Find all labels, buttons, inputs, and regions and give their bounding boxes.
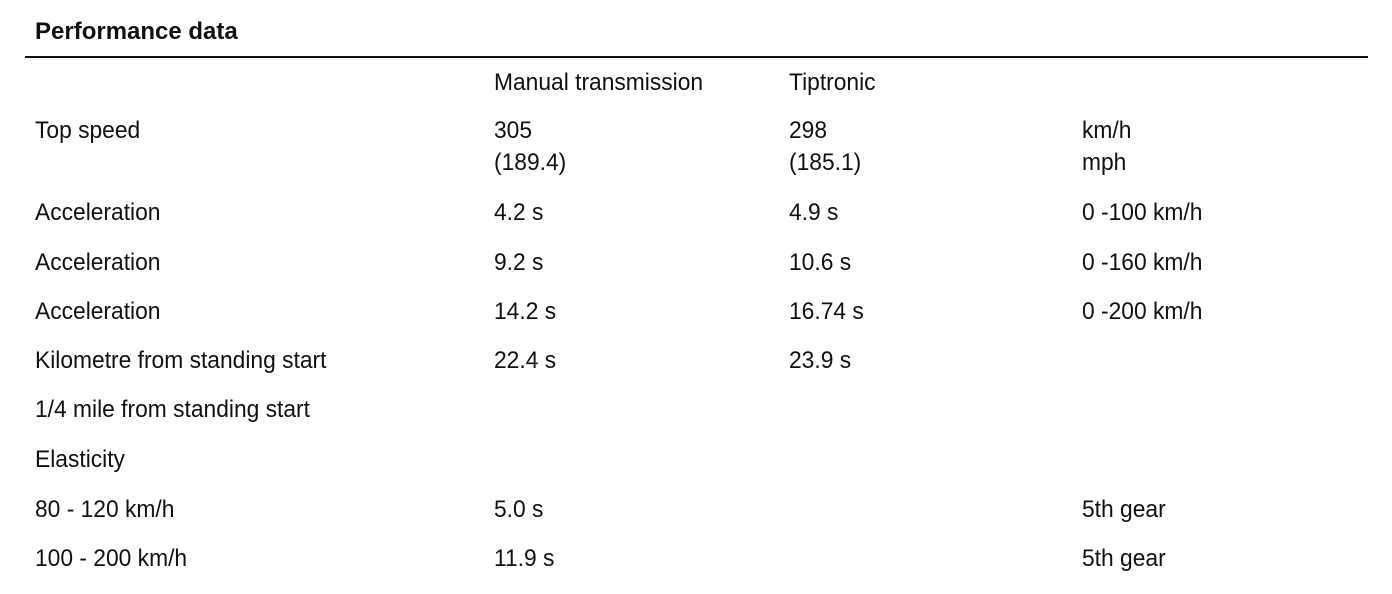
cell: 5th gear xyxy=(1082,496,1166,523)
cell: (189.4) xyxy=(494,149,567,176)
row-label: 100 - 200 km/h xyxy=(35,545,188,572)
row-label: 1/4 mile from standing start xyxy=(35,396,310,423)
cell: 0 -160 km/h xyxy=(1082,249,1203,276)
cell: 10.6 s xyxy=(789,249,852,276)
row-label: Acceleration xyxy=(35,249,161,276)
cell: 0 -100 km/h xyxy=(1082,199,1203,226)
cell: 11.9 s xyxy=(494,545,555,572)
rule xyxy=(25,56,1368,58)
row-label: Top speed xyxy=(35,117,141,144)
row-label: Acceleration xyxy=(35,298,161,325)
cell: km/h xyxy=(1082,117,1132,144)
cell: 305 xyxy=(494,117,533,144)
cell: 5th gear xyxy=(1082,545,1166,572)
cell: 0 -200 km/h xyxy=(1082,298,1203,325)
cell: (185.1) xyxy=(789,149,862,176)
column-header: Manual transmission xyxy=(494,69,704,96)
cell: 298 xyxy=(789,117,828,144)
cell: 4.2 s xyxy=(494,199,544,226)
row-label: 80 - 120 km/h xyxy=(35,496,175,523)
cell: 4.9 s xyxy=(789,199,839,226)
row-label: Elasticity xyxy=(35,446,125,473)
title: Performance data xyxy=(35,18,238,45)
cell: 9.2 s xyxy=(494,249,544,276)
row-label: Acceleration xyxy=(35,199,161,226)
cell: 5.0 s xyxy=(494,496,544,523)
cell: 23.9 s xyxy=(789,347,852,374)
cell: mph xyxy=(1082,149,1127,176)
cell: 14.2 s xyxy=(494,298,557,325)
cell: 22.4 s xyxy=(494,347,557,374)
cell: 16.74 s xyxy=(789,298,864,325)
column-header: Tiptronic xyxy=(789,69,876,96)
row-label: Kilometre from standing start xyxy=(35,347,327,374)
